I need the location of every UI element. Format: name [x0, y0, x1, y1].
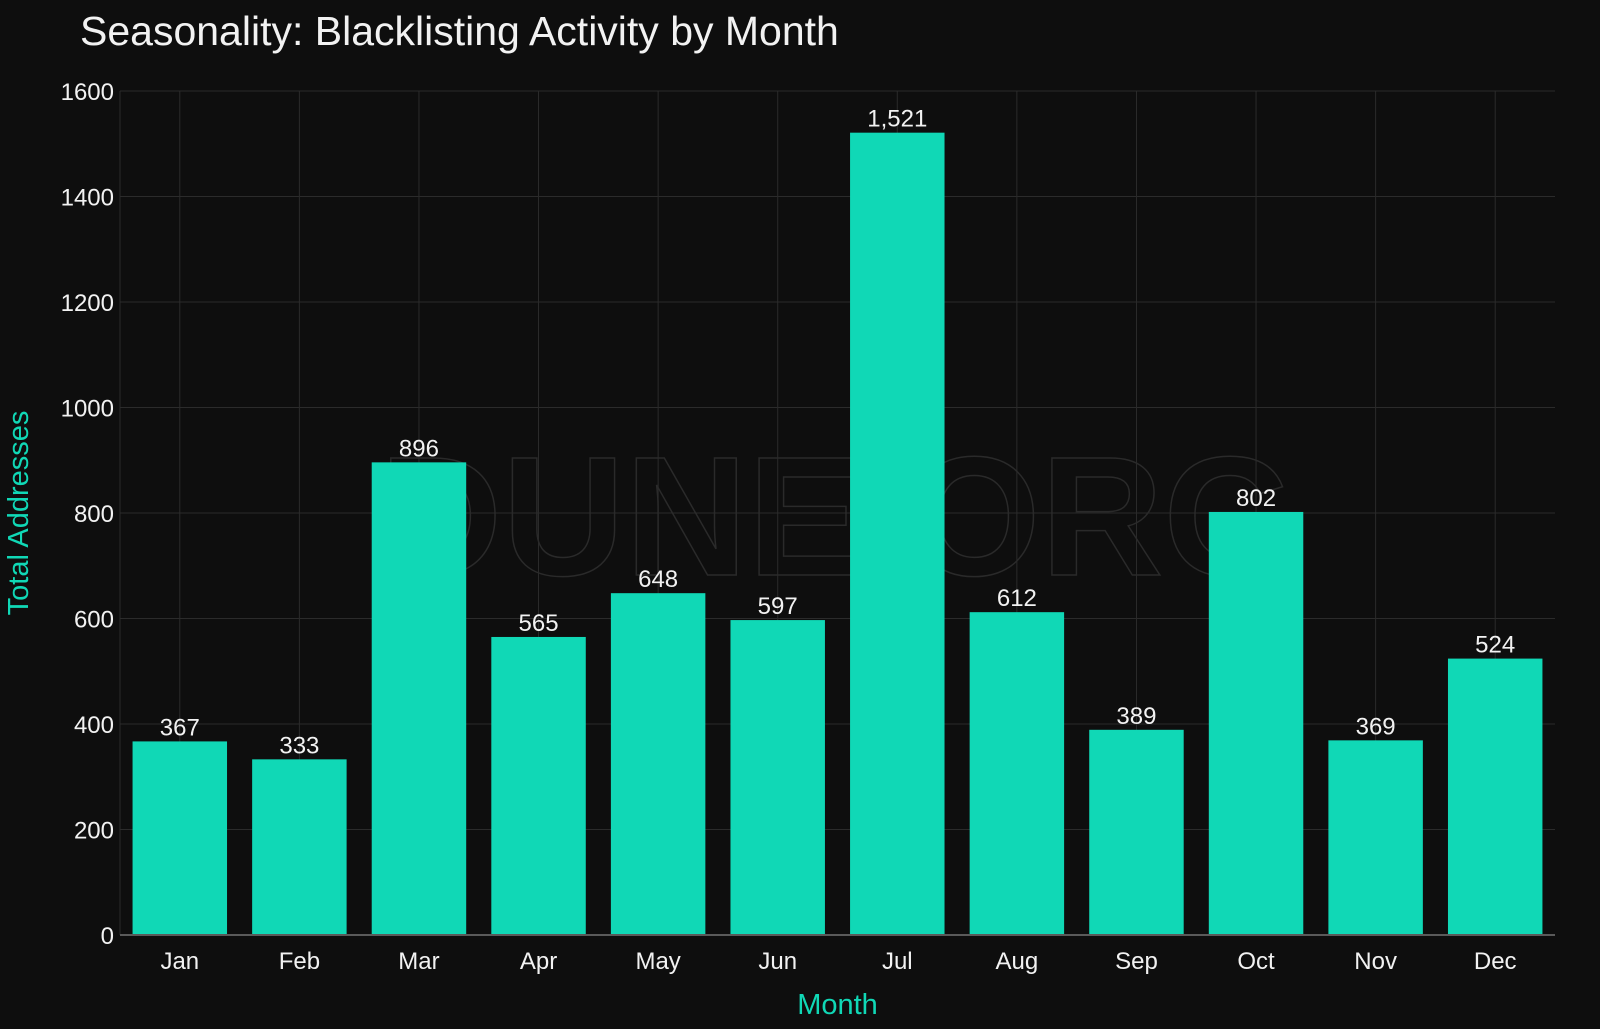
data-label: 597 — [758, 593, 798, 620]
x-tick-label: Sep — [1115, 948, 1158, 975]
y-tick-label: 1600 — [61, 79, 114, 106]
data-label: 524 — [1475, 632, 1515, 659]
data-label: 389 — [1116, 703, 1156, 730]
data-label: 648 — [638, 566, 678, 593]
x-axis-title: Month — [797, 989, 878, 1021]
bar-feb — [252, 759, 347, 935]
y-axis-title: Total Addresses — [3, 411, 35, 616]
data-labels: 367 333 896 565 648 597 1,521 612 389 802 369 524 — [160, 106, 1515, 760]
watermark-text: DUNE.ORG — [379, 422, 1295, 612]
x-tick-label: Jul — [882, 948, 913, 975]
bar-nov — [1328, 740, 1423, 935]
x-tick-label: Feb — [279, 948, 320, 975]
bar-oct — [1208, 511, 1304, 935]
y-tick-label: 0 — [101, 923, 114, 950]
y-tick-label: 800 — [74, 501, 114, 528]
y-tick-label: 1200 — [61, 290, 114, 317]
y-axis-ticks: 0 200 400 600 800 1000 1200 1400 1600 — [61, 79, 114, 950]
y-tick-label: 600 — [74, 607, 114, 634]
x-tick-label: Aug — [996, 948, 1039, 975]
bar-jan — [132, 741, 228, 935]
bar-aug — [969, 612, 1065, 935]
bar-jun — [730, 620, 825, 935]
data-label: 802 — [1236, 485, 1276, 512]
x-tick-label: Jan — [160, 948, 199, 975]
chart-title: Seasonality: Blacklisting Activity by Mo… — [80, 8, 839, 54]
bar-sep — [1089, 729, 1184, 935]
bar-may — [610, 593, 706, 935]
x-tick-label: Jun — [758, 948, 797, 975]
y-tick-label: 1000 — [61, 396, 114, 423]
x-tick-label: Dec — [1474, 948, 1517, 975]
bar-dec — [1447, 658, 1543, 935]
y-tick-label: 200 — [74, 818, 114, 845]
bars — [132, 132, 1543, 936]
data-label: 565 — [519, 610, 559, 637]
data-label: 1,521 — [867, 106, 927, 133]
bar-jul — [850, 132, 945, 936]
x-axis-ticks: Jan Feb Mar Apr May Jun Jul Aug Sep Oct Nov Dec — [160, 948, 1516, 975]
y-tick-label: 1400 — [61, 185, 114, 212]
data-label: 367 — [160, 714, 200, 741]
y-tick-label: 400 — [74, 712, 114, 739]
watermark: DUNE.ORG — [379, 421, 1297, 613]
data-label: 612 — [997, 585, 1037, 612]
x-tick-label: Oct — [1237, 948, 1275, 975]
data-label: 896 — [399, 435, 439, 462]
x-tick-label: Apr — [520, 948, 557, 975]
x-tick-label: May — [635, 948, 680, 975]
x-tick-label: Mar — [398, 948, 439, 975]
bar-mar — [371, 462, 467, 935]
bar-apr — [491, 636, 586, 935]
data-label: 369 — [1356, 713, 1396, 740]
x-tick-label: Nov — [1354, 948, 1397, 975]
data-label: 333 — [279, 732, 319, 759]
